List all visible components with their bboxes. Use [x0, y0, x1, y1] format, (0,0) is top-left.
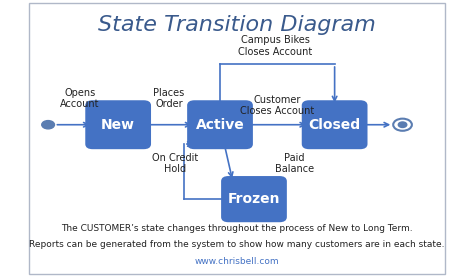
Circle shape: [42, 120, 55, 129]
Text: Paid
Balance: Paid Balance: [275, 153, 314, 174]
Circle shape: [398, 122, 407, 127]
Text: Customer
Closes Account: Customer Closes Account: [240, 95, 314, 116]
Text: Reports can be generated from the system to show how many customers are in each : Reports can be generated from the system…: [29, 240, 445, 249]
FancyBboxPatch shape: [303, 101, 366, 148]
Text: Places
Order: Places Order: [154, 88, 185, 109]
Text: State Transition Diagram: State Transition Diagram: [98, 16, 376, 35]
Text: Frozen: Frozen: [228, 192, 280, 206]
Text: Campus Bikes
Closes Account: Campus Bikes Closes Account: [238, 35, 312, 57]
FancyBboxPatch shape: [86, 101, 150, 148]
Text: Opens
Account: Opens Account: [60, 88, 100, 109]
Text: The CUSTOMER’s state changes throughout the process of New to Long Term.: The CUSTOMER’s state changes throughout …: [61, 224, 413, 233]
Text: New: New: [101, 118, 135, 132]
Circle shape: [393, 119, 412, 131]
Text: Active: Active: [196, 118, 245, 132]
FancyBboxPatch shape: [188, 101, 252, 148]
FancyBboxPatch shape: [222, 177, 286, 221]
Text: www.chrisbell.com: www.chrisbell.com: [195, 257, 279, 266]
Text: On Credit
Hold: On Credit Hold: [152, 153, 199, 174]
Text: Closed: Closed: [309, 118, 361, 132]
